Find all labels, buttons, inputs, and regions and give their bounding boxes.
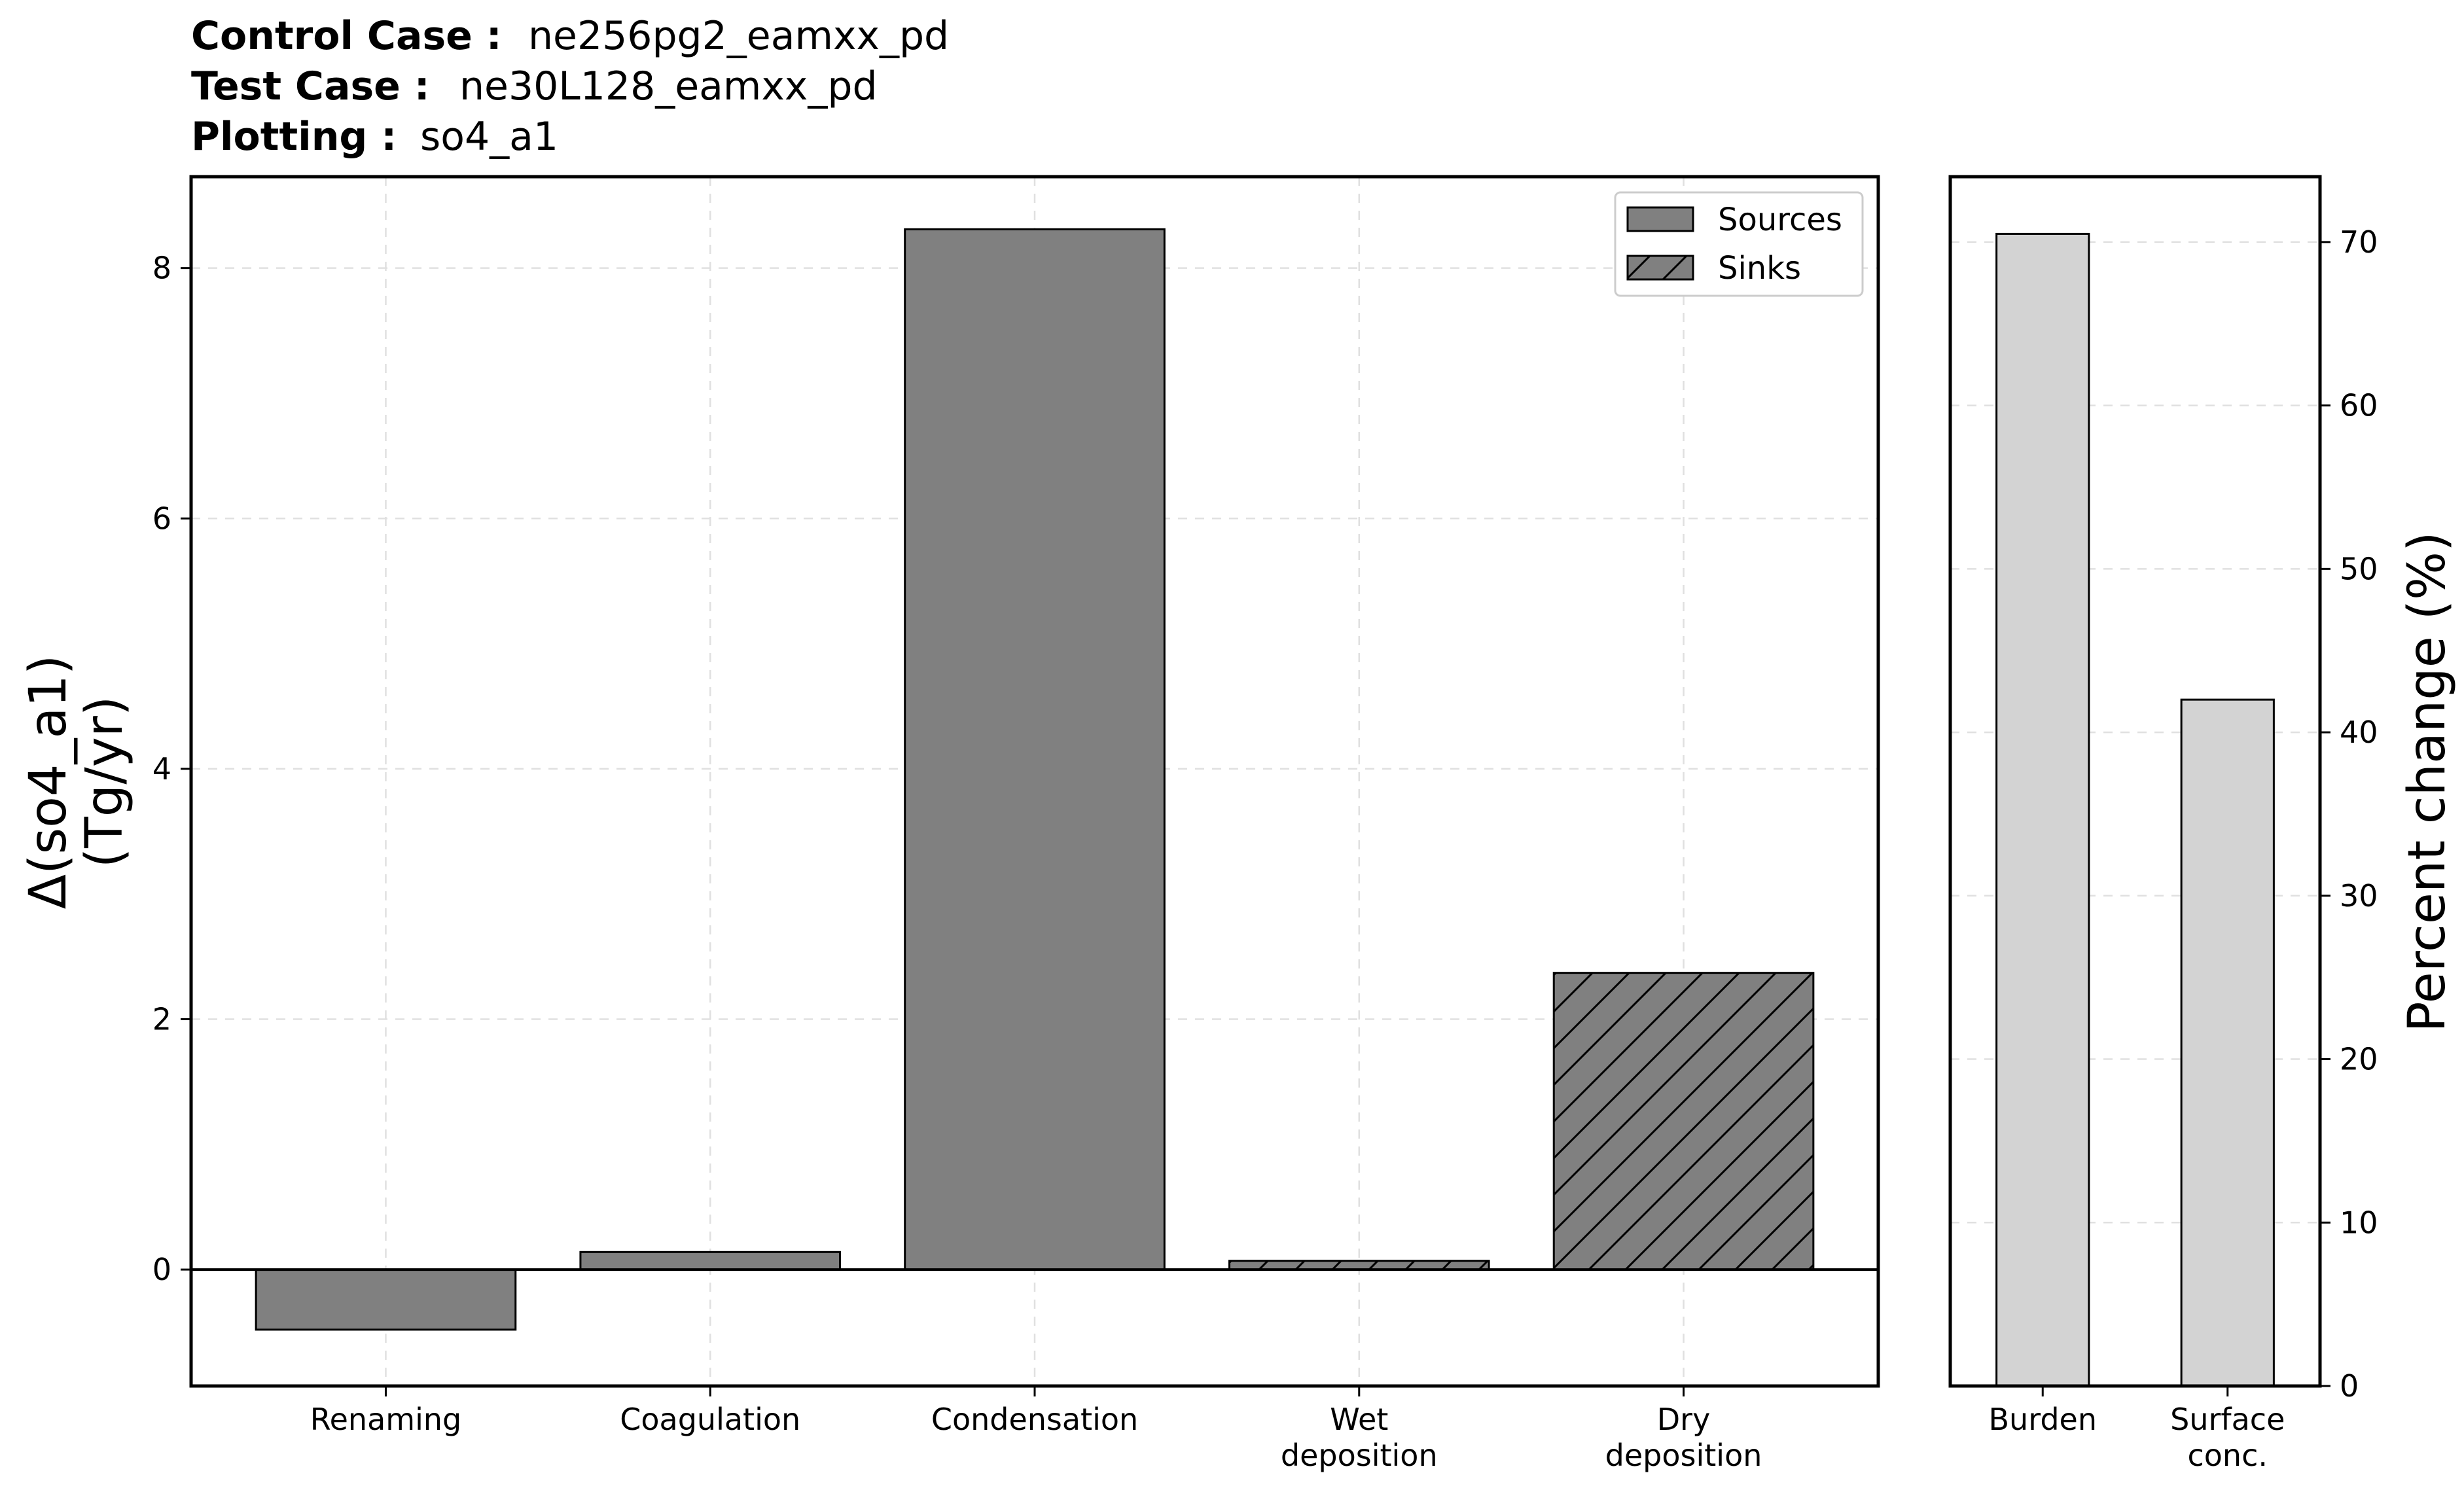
budget-x-tick-label: Coagulation (620, 1402, 800, 1437)
budget-y-tick-label: 6 (152, 501, 171, 536)
percent-x-tick-label: conc. (2187, 1438, 2268, 1473)
legend-sources-swatch (1626, 206, 1694, 232)
budget-y-tick-label: 0 (152, 1252, 171, 1287)
budget-x-tick-label: deposition (1605, 1438, 1762, 1473)
test-case-value: ne30L128_eamxx_pd (459, 63, 878, 109)
test-case-label: Test Case : (191, 63, 430, 109)
budget-x-ticks: Renaming Coagulation Condensation Wetdeposi… (310, 1386, 1762, 1473)
percent-x-tick-label: Burden (1989, 1402, 2097, 1437)
bar-renaming (255, 1268, 517, 1331)
case-header: Control Case : ne256pg2_eamxx_pd Test Ca… (191, 13, 949, 160)
percent-y-ticks: 0 10 20 30 40 50 60 70 (2320, 224, 2378, 1404)
control-case-value: ne256pg2_eamxx_pd (528, 13, 949, 59)
percent-y-tick-label: 10 (2340, 1205, 2378, 1240)
budget-y-tick-label: 4 (152, 751, 171, 787)
budget-x-tick-label: Dry (1657, 1402, 1711, 1437)
budget-panel: 0 2 4 6 8 Renaming Coagulation Condensation Wet… (19, 175, 1880, 1473)
budget-y-axis-label: Δ(so4_a1) (Tg/yr) (19, 655, 134, 910)
budget-x-tick-label: Wet (1330, 1402, 1388, 1437)
bar-coagulation (579, 1251, 842, 1271)
percent-y-tick-label: 60 (2340, 388, 2378, 423)
bar-dry-deposition (1552, 972, 1815, 1271)
plotting-value: so4_a1 (420, 114, 558, 160)
percent-y-tick-label: 40 (2340, 715, 2378, 750)
budget-y-label-line1: Δ(so4_a1) (19, 655, 78, 910)
plotting-label: Plotting : (191, 114, 397, 160)
legend-sinks-label: Sinks (1718, 250, 1801, 287)
bar-burden (1995, 232, 2090, 1387)
budget-x-tick-label: deposition (1281, 1438, 1438, 1473)
percent-y-tick-label: 70 (2340, 224, 2378, 260)
budget-y-tick-label: 2 (152, 1001, 171, 1037)
bar-surface-conc (2180, 698, 2275, 1387)
budget-x-tick-label: Condensation (931, 1402, 1138, 1437)
legend: Sources Sinks (1614, 191, 1864, 297)
budget-y-ticks: 0 2 4 6 8 (152, 251, 191, 1287)
percent-y-tick-label: 20 (2340, 1042, 2378, 1077)
percent-y-tick-label: 30 (2340, 878, 2378, 914)
percent-bars (1995, 232, 2275, 1387)
control-case-label: Control Case : (191, 13, 502, 59)
budget-x-tick-label: Renaming (310, 1402, 461, 1437)
legend-sinks-swatch (1626, 255, 1694, 281)
percent-plot-frame (1948, 175, 2322, 1388)
bar-condensation (904, 228, 1166, 1271)
legend-sources-label: Sources (1718, 202, 1842, 238)
budget-y-tick-label: 8 (152, 251, 171, 286)
percent-y-tick-label: 50 (2340, 551, 2378, 586)
budget-bars (255, 228, 1815, 1331)
percent-x-tick-label: Surface (2170, 1402, 2285, 1437)
percent-y-axis-label: Percent change (%) (2398, 531, 2457, 1032)
budget-y-label-line2: (Tg/yr) (75, 696, 134, 868)
bar-wet-deposition (1228, 1260, 1490, 1271)
percent-y-tick-label: 0 (2340, 1368, 2359, 1404)
